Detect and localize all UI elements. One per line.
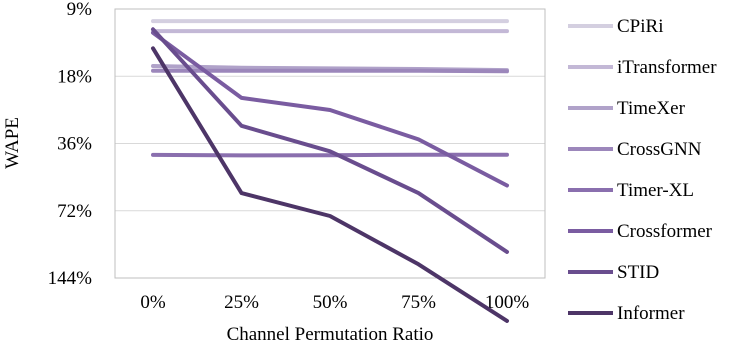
x-tick-label: 75%	[401, 292, 436, 313]
series-line-timer-xl	[151, 152, 509, 158]
y-tick-label: 72%	[57, 201, 92, 222]
grid	[115, 75, 545, 212]
legend: CPiRi iTransformer TimeXer CrossGNN Timer-XL…	[568, 16, 717, 324]
legend-label-stid: STID	[617, 262, 659, 283]
legend-label-crossgnn: CrossGNN	[617, 139, 702, 160]
x-tick-label: 25%	[224, 292, 259, 313]
y-tick-label: 144%	[48, 268, 93, 289]
legend-label-itransformer: iTransformer	[617, 57, 717, 78]
x-tick-label: 0%	[140, 292, 166, 313]
y-tick-label: 9%	[67, 0, 93, 20]
series-lines	[151, 19, 509, 323]
legend-label-timer-xl: Timer-XL	[617, 180, 694, 201]
series-line-crossformer	[151, 30, 509, 188]
y-tick-label: 18%	[57, 66, 92, 87]
legend-label-informer: Informer	[617, 303, 685, 324]
legend-label-crossformer: Crossformer	[617, 221, 713, 242]
y-tick-labels: 9% 18% 36% 72% 144%	[48, 0, 93, 289]
y-tick-label: 36%	[57, 134, 92, 155]
series-line-informer	[151, 46, 509, 323]
plot-frame	[114, 8, 546, 279]
x-tick-labels: 0% 25% 50% 75% 100%	[140, 292, 529, 313]
series-line-stid	[151, 27, 509, 254]
x-axis-label: Channel Permutation Ratio	[227, 324, 434, 345]
legend-label-timexer: TimeXer	[617, 98, 686, 119]
legend-label-cpiri: CPiRi	[617, 16, 663, 37]
x-tick-label: 100%	[485, 292, 530, 313]
series-line-crossgnn	[151, 68, 509, 74]
x-tick-label: 50%	[313, 292, 348, 313]
y-axis-label: WAPE	[2, 117, 23, 169]
